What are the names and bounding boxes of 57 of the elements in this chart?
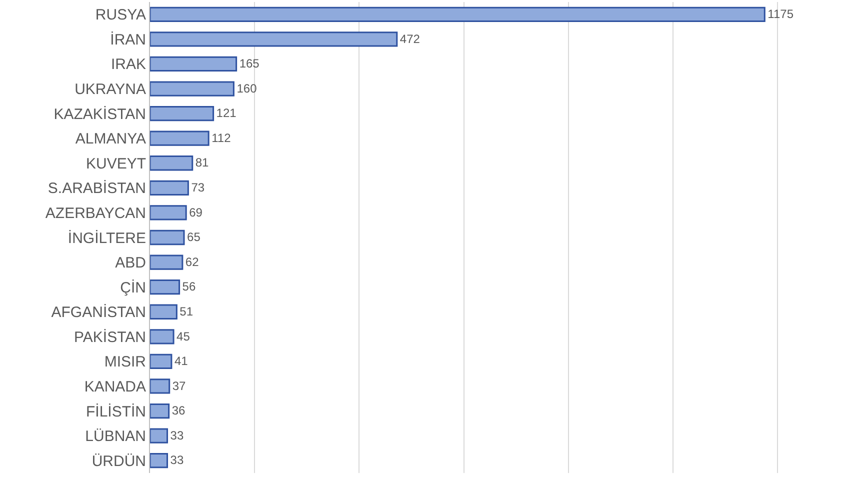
bar	[150, 32, 398, 47]
data-label: 69	[189, 205, 203, 220]
bar	[150, 56, 238, 72]
y-tick-label: KAZAKİSTAN	[54, 104, 146, 123]
y-tick-label: ALMANYA	[75, 130, 146, 148]
y-tick-label: LÜBNAN	[85, 428, 146, 446]
bar	[150, 403, 170, 419]
data-label: 45	[176, 329, 190, 344]
bar	[150, 354, 172, 370]
bar	[150, 280, 180, 295]
data-label: 51	[180, 304, 194, 318]
y-tick-label: FİLİSTİN	[86, 402, 146, 420]
bar	[150, 254, 184, 270]
y-tick-label: PAKİSTAN	[74, 328, 146, 346]
data-label: 112	[212, 130, 232, 145]
bar	[150, 230, 185, 246]
data-label: 33	[170, 428, 184, 442]
y-tick-label: S.ARABİSTAN	[48, 179, 146, 198]
y-tick-label: UKRAYNA	[74, 81, 146, 98]
data-label: 472	[400, 32, 420, 46]
y-tick-label: ABD	[115, 254, 146, 272]
y-tick-label: KUVEYT	[86, 155, 146, 172]
bar	[150, 428, 168, 444]
data-label: 121	[216, 106, 237, 120]
data-label: 33	[170, 453, 184, 468]
y-tick-label: AZERBAYCAN	[45, 204, 146, 222]
data-label: 1175	[768, 7, 794, 22]
y-tick-label: IRAK	[110, 56, 146, 74]
y-tick-label: AFGANİSTAN	[51, 303, 146, 322]
data-label: 65	[187, 230, 201, 244]
bar	[150, 453, 168, 468]
bar	[150, 81, 234, 96]
y-tick-label: İNGİLTERE	[68, 228, 146, 247]
y-tick-label: İRAN	[110, 30, 146, 48]
bar	[150, 205, 187, 220]
data-label: 165	[239, 56, 260, 71]
data-label: 73	[191, 180, 205, 195]
y-tick-label: ÜRDÜN	[92, 452, 146, 470]
bar	[150, 106, 214, 122]
data-label: 62	[185, 254, 200, 269]
bar	[150, 6, 766, 22]
bar	[150, 304, 178, 320]
data-label: 36	[172, 404, 186, 418]
bar	[150, 329, 174, 344]
data-label: 37	[172, 378, 186, 393]
y-tick-label: RUSYA	[95, 6, 146, 24]
bar	[150, 130, 210, 146]
y-tick-label: KANADA	[84, 378, 146, 396]
y-tick-label: ÇİN	[120, 278, 146, 296]
bar	[150, 378, 170, 394]
data-label: 160	[236, 81, 258, 96]
data-label: 81	[195, 156, 210, 170]
y-tick-label: MISIR	[104, 354, 146, 371]
data-label: 41	[174, 354, 188, 368]
data-label: 56	[182, 280, 196, 294]
bar	[150, 156, 194, 171]
bar	[150, 180, 189, 196]
